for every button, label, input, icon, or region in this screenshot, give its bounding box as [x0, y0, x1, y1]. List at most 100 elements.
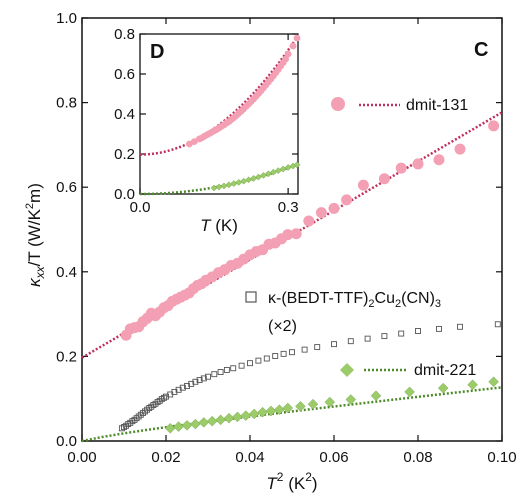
- main-point-dmit-221: [274, 404, 285, 416]
- main-point-dmit-221: [248, 408, 260, 420]
- main-point-kappa-bedt: [347, 338, 354, 345]
- inset-background: [140, 34, 298, 194]
- main-point-kappa-bedt: [230, 365, 237, 372]
- main-plot-series: [81, 111, 503, 443]
- main-point-kappa-bedt: [398, 330, 405, 337]
- main-y-tick-label: 0.8: [56, 95, 77, 112]
- kappa-label-s3: 3: [435, 298, 441, 310]
- x-title-base: T: [266, 474, 278, 493]
- main-point-dmit-221: [404, 386, 415, 398]
- main-point-kappa-bedt: [179, 384, 186, 391]
- y-title-kappa: κ: [25, 277, 44, 287]
- legend-kappa-bedt: κ-(BEDT-TTF)2Cu2(CN)3 (×2): [245, 290, 441, 335]
- x-title-unit-close: ): [312, 474, 318, 493]
- inset-point-dmit-221: [260, 171, 267, 179]
- main-point-kappa-bedt: [381, 333, 388, 340]
- main-point-kappa-bedt: [314, 344, 321, 351]
- main-point-dmit-221: [257, 406, 268, 418]
- main-point-dmit-131: [412, 158, 424, 170]
- main-point-kappa-bedt: [192, 378, 199, 385]
- main-point-dmit-221: [295, 401, 306, 412]
- main-y-tick-label: 0.6: [56, 179, 77, 196]
- x-title-unit-sup: 2: [305, 470, 312, 484]
- main-point-kappa-bedt: [247, 360, 253, 367]
- inset-point-dmit-131: [293, 34, 301, 42]
- y-title-close: m): [25, 183, 44, 203]
- main-point-dmit-131: [303, 215, 315, 227]
- inset-x-axis-title: T (K): [200, 216, 238, 235]
- main-plot-frame: [81, 17, 503, 442]
- legend-dmit-221: dmit-221: [340, 362, 476, 379]
- main-y-tick-label: 0.4: [56, 264, 77, 281]
- main-point-dmit-221: [198, 417, 210, 428]
- main-point-kappa-bedt: [217, 369, 224, 376]
- main-point-dmit-221: [181, 420, 193, 431]
- main-point-kappa-bedt: [196, 377, 203, 384]
- inset-x-tick-label: 0.0: [130, 199, 151, 216]
- main-point-kappa-bedt: [238, 362, 245, 369]
- main-point-dmit-221: [437, 382, 449, 394]
- main-point-kappa-bedt: [457, 323, 463, 330]
- main-point-dmit-131: [454, 143, 466, 155]
- main-fit-line-dmit-221: [81, 386, 503, 443]
- inset-point-dmit-221: [264, 170, 272, 178]
- main-point-kappa-bedt: [289, 349, 295, 356]
- main-point-kappa-bedt: [272, 353, 279, 359]
- inset-y-tick-label: 0.0: [114, 186, 135, 203]
- legend-kappa-bedt-label: κ-(BEDT-TTF)2Cu2(CN)3: [268, 290, 441, 310]
- panel-letter-c: C: [474, 39, 488, 61]
- legend-dmit-131: dmit-131: [331, 97, 468, 114]
- x-title-sup: 2: [277, 470, 284, 484]
- main-point-dmit-221: [345, 394, 357, 405]
- main-point-dmit-221: [232, 411, 243, 423]
- main-point-kappa-bedt: [331, 341, 337, 348]
- main-point-dmit-221: [164, 423, 176, 434]
- legend-dmit-131-marker: [331, 97, 345, 111]
- main-y-tick-label: 1.0: [56, 10, 77, 27]
- main-x-tick-label: 0.06: [319, 449, 348, 466]
- inset-point-dmit-221: [269, 168, 277, 176]
- inset-point-dmit-131: [289, 42, 297, 50]
- inset-y-tick-label: 0.8: [114, 26, 135, 43]
- main-point-dmit-221: [467, 379, 478, 391]
- kappa-label-s1: 2: [368, 298, 374, 310]
- main-point-dmit-221: [190, 418, 201, 430]
- kappa-label-s2: 2: [395, 298, 401, 310]
- inset-point-dmit-221: [279, 165, 287, 173]
- main-point-kappa-bedt: [223, 366, 230, 373]
- main-point-dmit-221: [215, 414, 226, 426]
- inset-x-title-base: T: [200, 216, 212, 235]
- inset-axis-ticks: 0.0 0.3 0.0 0.2 0.4 0.6 0.8: [114, 26, 298, 216]
- main-point-kappa-bedt: [280, 350, 287, 357]
- main-x-tick-label: 0.10: [487, 449, 516, 466]
- inset-x-title-unit: (K): [211, 216, 238, 235]
- kappa-label-b: Cu: [375, 290, 395, 307]
- main-point-dmit-131: [328, 202, 340, 214]
- y-title-sub: xx: [33, 265, 47, 279]
- main-point-dmit-131: [341, 194, 353, 206]
- main-x-tick-label: 0.04: [235, 449, 264, 466]
- legend-kappa-bedt-scale: (×2): [268, 318, 297, 335]
- panel-letter-d: D: [150, 41, 164, 63]
- main-point-kappa-bedt: [255, 357, 262, 364]
- y-title-slash-t: /T (W/K: [25, 208, 44, 266]
- inset-y-tick-label: 0.6: [114, 66, 135, 83]
- main-point-dmit-221: [173, 421, 184, 432]
- main-point-dmit-131: [378, 173, 390, 185]
- main-point-dmit-221: [307, 398, 319, 410]
- main-y-tick-label: 0.2: [56, 348, 77, 365]
- main-y-tick-label: 0.0: [56, 433, 77, 450]
- main-point-kappa-bedt: [200, 375, 207, 382]
- inset-point-dmit-221: [255, 173, 262, 181]
- main-point-kappa-bedt: [211, 371, 218, 378]
- main-point-dmit-221: [282, 402, 294, 414]
- main-point-dmit-131: [357, 179, 369, 191]
- main-point-dmit-131: [395, 162, 407, 174]
- main-point-kappa-bedt: [205, 373, 211, 380]
- x-title-unit-open: (K: [283, 474, 305, 493]
- main-point-kappa-bedt: [494, 321, 501, 328]
- main-point-dmit-131: [433, 154, 445, 166]
- main-point-kappa-bedt: [263, 355, 270, 362]
- inset-point-dmit-131: [284, 50, 292, 58]
